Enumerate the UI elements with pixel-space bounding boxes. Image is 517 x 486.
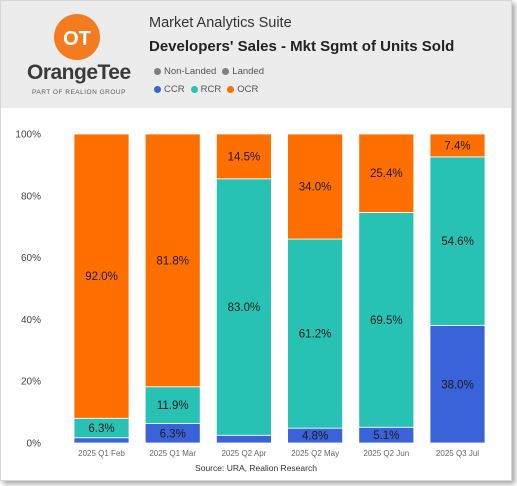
data-label: 11.9% [157,400,189,412]
legend-item-ocr[interactable]: OCR [227,84,258,95]
bar-ocr [287,133,344,240]
orangetee-logo-icon: OT [54,14,100,60]
data-label: 38.0% [441,379,474,391]
legend-item-rcr[interactable]: RCR [190,83,222,95]
legend-dot-icon [154,67,161,75]
legend-label: RCR [200,83,222,95]
legend-dot-icon [222,67,230,75]
data-label: 4.8% [302,431,328,443]
bar-ocr [73,133,130,419]
source-note: Source: URA, Realion Research [195,463,317,473]
data-label: 6.3% [88,423,114,435]
bar-ocr [429,133,486,158]
legend-item-non-landed[interactable]: Non-Landed [154,66,216,77]
bar-ocr [358,133,415,213]
x-tick-label: 2025 Q2 Apr [221,449,266,458]
bar-ccr [73,437,130,444]
x-tick-label: 2025 Q2 Jun [363,449,409,458]
header: OT OrangeTee PART OF REALION GROUP Marke… [1,1,511,108]
legend-dot-icon [227,85,235,93]
legend-dot-icon [154,85,161,93]
data-label: 25.4% [370,168,403,180]
logo-wordmark: OrangeTee [27,61,131,84]
y-tick-label: 0% [27,439,42,450]
app-title: Market Analytics Suite [149,15,292,31]
y-tick-label: 60% [21,253,41,264]
data-label: 81.8% [156,255,189,267]
y-tick-label: 100% [15,130,41,141]
logo-tagline: PART OF REALION GROUP [32,89,126,96]
data-label: 61.2% [299,329,332,341]
bar-rcr [358,212,415,428]
legend-item-ccr[interactable]: CCR [154,84,185,95]
x-tick-label: 2025 Q1 Feb [78,449,125,458]
data-label: 54.6% [441,236,474,248]
legend-label: OCR [237,83,259,95]
x-tick-label: 2025 Q1 Mar [149,449,196,458]
data-label: 7.4% [444,140,470,152]
data-label: 92.0% [85,271,118,283]
stacked-bar-chart: 0% 20% 40% 60% 80% 100% 6.3% 92.0% 2025 Q1 Feb 6.… [15,130,486,458]
legend-item-landed[interactable]: Landed [222,66,264,77]
y-tick-label: 80% [21,191,41,202]
bar-ocr [144,133,201,388]
x-tick-label: 2025 Q3 Jul [436,449,479,458]
data-label: 6.3% [160,428,186,440]
bar-ccr [429,325,486,444]
legend-dot-icon [190,85,198,93]
segment-legend: CCR RCR OCR [154,82,264,96]
data-label: 69.5% [370,315,403,327]
data-label: 83.0% [228,302,261,314]
type-legend: Non-Landed Landed [154,64,270,78]
chart-title: Developers' Sales - Mkt Sgmt of Units So… [149,38,455,55]
data-label: 34.0% [299,182,332,194]
y-tick-label: 40% [21,315,41,326]
legend-label: CCR [164,83,185,95]
svg-text:OT: OT [63,28,91,50]
data-label: 14.5% [228,151,261,163]
bar-rcr [429,156,486,326]
bar-ocr [215,133,272,180]
data-label: 5.1% [373,430,399,442]
bar-rcr [144,386,201,424]
legend-label: Non-Landed [164,65,217,77]
x-tick-label: 2025 Q2 May [291,449,339,458]
bar-ccr [215,434,272,444]
legend-label: Landed [232,65,264,77]
bar-rcr [287,238,344,429]
y-tick-label: 20% [21,377,41,388]
